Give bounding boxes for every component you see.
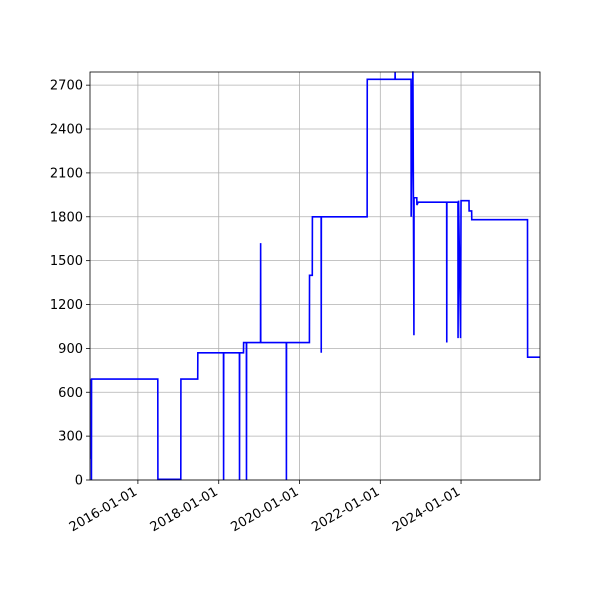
y-tick-label: 1200 xyxy=(50,298,83,313)
y-tick-label: 1800 xyxy=(50,210,83,225)
data-line xyxy=(90,71,540,481)
y-tick-label: 2100 xyxy=(50,166,83,181)
x-tick-label: 2018-01-01 xyxy=(148,484,221,535)
y-tick-label: 0 xyxy=(75,474,83,489)
y-tick-label: 600 xyxy=(58,386,83,401)
x-tick-label: 2016-01-01 xyxy=(67,484,140,535)
x-tick-label: 2020-01-01 xyxy=(229,484,302,535)
x-tick-label: 2024-01-01 xyxy=(390,484,463,535)
y-tick-label: 2400 xyxy=(50,123,83,138)
y-tick-label: 2700 xyxy=(50,79,83,94)
x-tick-label: 2022-01-01 xyxy=(309,484,382,535)
y-tick-label: 900 xyxy=(58,342,83,357)
y-tick-label: 1500 xyxy=(50,254,83,269)
y-tick-label: 300 xyxy=(58,430,83,445)
plot-frame xyxy=(89,71,541,481)
